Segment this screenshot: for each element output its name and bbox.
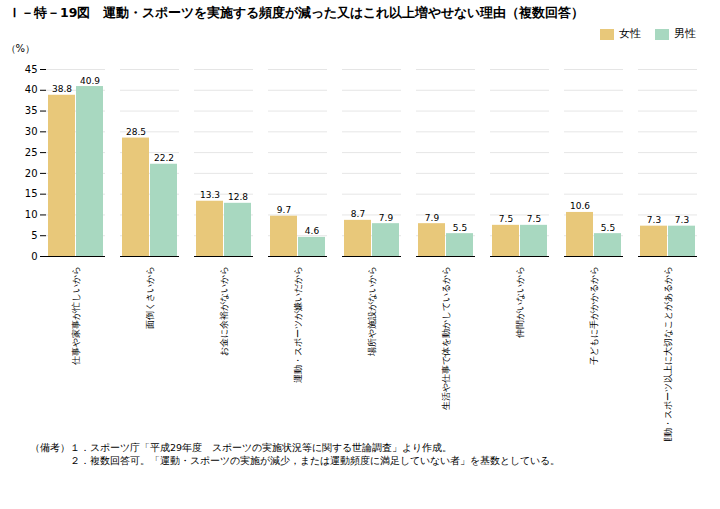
svg-text:面倒くさいから: 面倒くさいから [145, 266, 155, 329]
svg-text:仕事や家事が忙しいから: 仕事や家事が忙しいから [71, 266, 81, 365]
svg-text:40: 40 [25, 84, 38, 95]
html-text:２．複数回答可。「運動・スポーツの実施が減少，または運動頻度: ２．複数回答可。「運動・スポーツの実施が減少，または運動頻度に満足していない者」… [30, 455, 560, 466]
svg-text:7.3: 7.3 [647, 215, 661, 225]
svg-text:子どもに手がかかるから: 子どもに手がかかるから [589, 266, 599, 365]
svg-text:お金に余裕がないから: お金に余裕がないから [219, 266, 229, 356]
svg-text:0: 0 [31, 251, 37, 262]
svg-text:（%）: （%） [6, 43, 36, 54]
svg-text:運動・スポーツ以上に大切なことがあるから: 運動・スポーツ以上に大切なことがあるから [663, 266, 673, 442]
svg-text:12.8: 12.8 [228, 192, 248, 202]
svg-text:15: 15 [25, 188, 38, 199]
svg-text:場所や施設がないから: 場所や施設がないから [367, 266, 377, 357]
svg-text:仲間がいないから: 仲間がいないから [515, 266, 525, 338]
svg-text:4.6: 4.6 [305, 226, 320, 236]
html-text:男性: 男性 [674, 27, 696, 40]
svg-text:8.7: 8.7 [351, 209, 365, 219]
svg-text:5.5: 5.5 [601, 223, 615, 233]
svg-text:7.5: 7.5 [499, 214, 513, 224]
svg-text:20: 20 [25, 168, 38, 179]
svg-text:生活や仕事で体を動かしているから: 生活や仕事で体を動かしているから [441, 266, 451, 410]
svg-text:13.3: 13.3 [200, 190, 220, 200]
svg-text:5.5: 5.5 [453, 223, 467, 233]
svg-text:25: 25 [25, 147, 38, 158]
svg-text:7.9: 7.9 [425, 213, 440, 223]
html-text:女性: 女性 [619, 27, 641, 40]
svg-text:10.6: 10.6 [570, 201, 590, 211]
html-text:（備考）１．スポーツ庁「平成29年度 スポーツの実施状況等に: （備考）１．スポーツ庁「平成29年度 スポーツの実施状況等に関する世論調査」より… [30, 442, 453, 453]
svg-text:45: 45 [25, 64, 38, 75]
svg-text:運動・スポーツが嫌いだから: 運動・スポーツが嫌いだから [293, 266, 303, 383]
svg-text:30: 30 [25, 126, 38, 137]
svg-text:9.7: 9.7 [277, 205, 291, 215]
html-text:Ｉ－特－19図 運動・スポーツを実施する頻度が減った又はこれ: Ｉ－特－19図 運動・スポーツを実施する頻度が減った又はこれ以上増やせない理由（… [8, 5, 585, 20]
svg-text:28.5: 28.5 [126, 127, 146, 137]
svg-text:5: 5 [31, 230, 37, 241]
svg-text:38.8: 38.8 [52, 84, 72, 94]
svg-text:40.9: 40.9 [80, 76, 100, 86]
svg-text:35: 35 [25, 105, 38, 116]
svg-text:7.5: 7.5 [527, 214, 541, 224]
svg-text:7.9: 7.9 [379, 213, 394, 223]
svg-text:7.3: 7.3 [675, 215, 689, 225]
svg-text:10: 10 [25, 209, 38, 220]
svg-text:22.2: 22.2 [154, 153, 174, 163]
